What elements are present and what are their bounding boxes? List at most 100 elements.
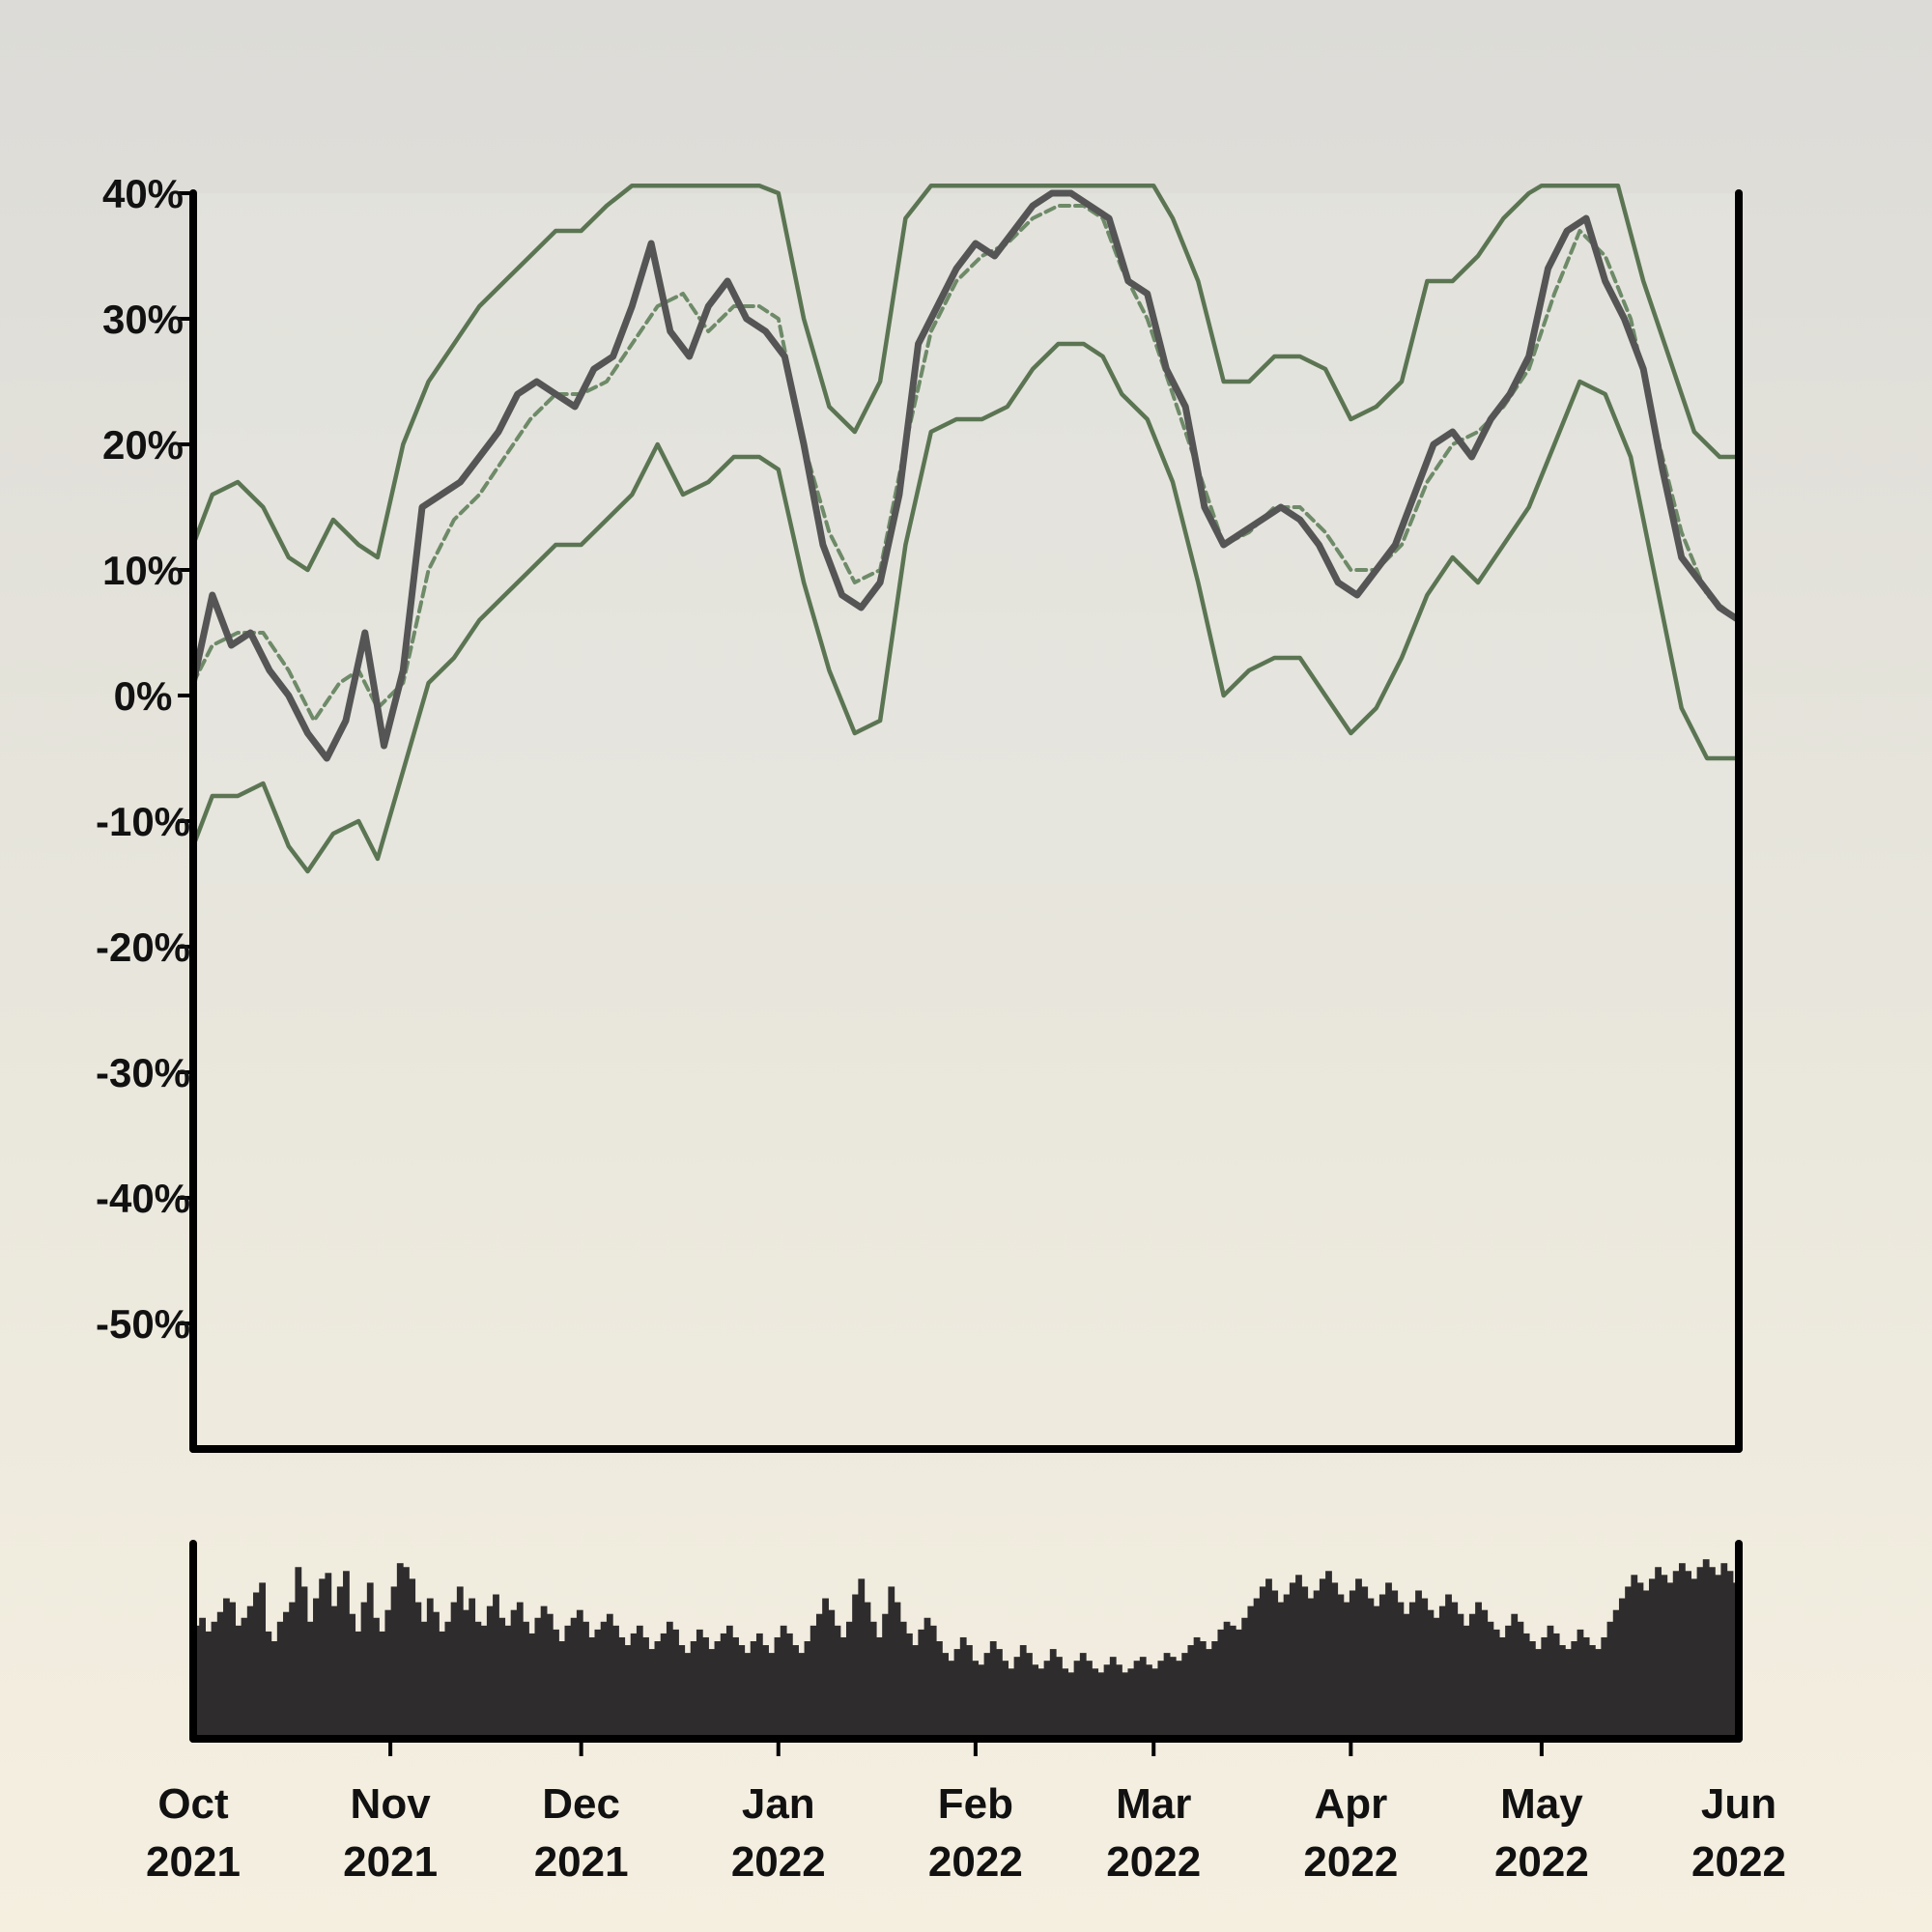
axes (189, 189, 1743, 1743)
y-tick-label: -50% (96, 1301, 190, 1347)
volume-bar (1631, 1575, 1638, 1739)
x-tick-year: 2022 (1106, 1838, 1201, 1886)
volume-bar (1163, 1653, 1171, 1739)
volume-bar (1127, 1668, 1135, 1739)
volume-bar (1277, 1602, 1285, 1739)
volume-bar (774, 1636, 781, 1739)
x-tick-year: 2022 (1691, 1838, 1786, 1886)
volume-bar (330, 1605, 338, 1739)
volume-bar (336, 1586, 344, 1739)
volume-bar (834, 1625, 841, 1739)
volume-bar (216, 1611, 224, 1739)
volume-bar (1122, 1672, 1129, 1739)
volume-bar (510, 1609, 518, 1739)
volume-bar (319, 1578, 327, 1739)
volume-bar (1313, 1590, 1321, 1739)
volume-bar (366, 1582, 374, 1739)
volume-bar (738, 1645, 746, 1739)
volume-bar (313, 1598, 320, 1739)
volume-bar (325, 1573, 332, 1739)
volume-bar (1247, 1605, 1255, 1739)
volume-bar (935, 1641, 943, 1739)
volume-bar (289, 1602, 297, 1739)
volume-bar (804, 1641, 811, 1739)
volume-bar (654, 1641, 662, 1739)
volume-bar (1295, 1575, 1302, 1739)
volume-bar (528, 1633, 536, 1739)
volume-bar (300, 1586, 308, 1739)
volume-bar (1073, 1661, 1081, 1739)
volume-bar (444, 1621, 452, 1739)
volume-bar (696, 1629, 703, 1739)
volume-bar (882, 1613, 889, 1739)
volume-bar (798, 1653, 806, 1739)
x-tick-year: 2022 (928, 1838, 1023, 1886)
volume-bar (642, 1636, 649, 1739)
x-tick-year: 2022 (1494, 1838, 1589, 1886)
volume-bar (1702, 1559, 1710, 1739)
volume-bar (1451, 1602, 1459, 1739)
volume-bar (426, 1598, 434, 1739)
volume-bar (349, 1613, 356, 1739)
volume-bar (714, 1641, 722, 1739)
volume-bar (1211, 1641, 1219, 1739)
volume-bar (1528, 1641, 1536, 1739)
y-tick-label: 40% (102, 171, 184, 216)
volume-bar (1445, 1594, 1452, 1739)
volume-bar (1181, 1653, 1189, 1739)
volume-bar (433, 1611, 440, 1739)
price-line (189, 189, 1743, 762)
volume-bar (1726, 1571, 1734, 1739)
volume-bar (1421, 1598, 1429, 1739)
x-tick-year: 2022 (1303, 1838, 1398, 1886)
volume-bar (1187, 1645, 1195, 1739)
volume-bar (1438, 1605, 1446, 1739)
volume-bar (1092, 1668, 1099, 1739)
volume-bar (1199, 1641, 1207, 1739)
volume-bar (1588, 1645, 1596, 1739)
volume-bar (403, 1567, 410, 1739)
volume-bar (570, 1617, 578, 1739)
volume-bar (1259, 1586, 1266, 1739)
volume-bar (1696, 1567, 1704, 1739)
volume-bar (1606, 1621, 1614, 1739)
volume-bar (1271, 1590, 1279, 1739)
volume-bar (929, 1625, 937, 1739)
volume-bar (1612, 1609, 1620, 1739)
volume-bar (373, 1617, 380, 1739)
volume-bar (414, 1602, 422, 1739)
volume-bar (792, 1645, 799, 1739)
y-tick-label: 10% (102, 548, 184, 593)
y-tick-label: -20% (96, 924, 190, 970)
volume-bar (360, 1602, 368, 1739)
volume-bar (1577, 1629, 1584, 1739)
volume-bar (1008, 1668, 1015, 1739)
volume-bar (546, 1613, 554, 1739)
volume-bar (1301, 1586, 1309, 1739)
volume-panel (193, 1559, 1740, 1739)
upper-band-line (190, 183, 1742, 573)
volume-bar (1666, 1582, 1674, 1739)
volume-bar (720, 1633, 727, 1739)
volume-bar (469, 1598, 476, 1739)
volume-bar (888, 1586, 895, 1739)
volume-bar (1331, 1582, 1339, 1739)
volume-bar (1655, 1567, 1662, 1739)
volume-bar (1492, 1629, 1500, 1739)
moving-average-line (191, 204, 1741, 723)
volume-bar (283, 1611, 290, 1739)
volume-bar (780, 1625, 787, 1739)
volume-bar (1487, 1621, 1494, 1739)
volume-bar (1103, 1664, 1111, 1739)
volume-bar (1678, 1563, 1686, 1739)
volume-bar (983, 1653, 991, 1739)
volume-bar (684, 1653, 692, 1739)
volume-bar (211, 1621, 218, 1739)
volume-bar (390, 1586, 398, 1739)
volume-bar (1427, 1609, 1435, 1739)
volume-bar (1067, 1672, 1075, 1739)
volume-bar (516, 1602, 524, 1739)
volume-bar (996, 1649, 1003, 1739)
x-tick-month: Apr (1314, 1780, 1387, 1828)
volume-bar (270, 1641, 278, 1739)
